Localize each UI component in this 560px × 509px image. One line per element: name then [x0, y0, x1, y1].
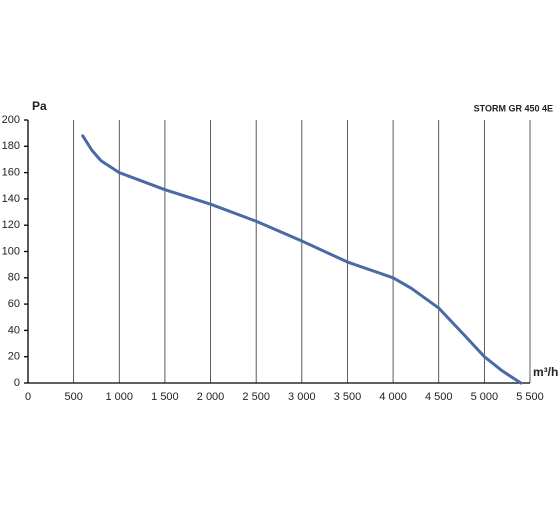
x-tick-label: 4 500 — [425, 391, 453, 403]
x-tick-label: 3 000 — [288, 391, 316, 403]
y-tick-label: 0 — [14, 377, 20, 389]
x-tick-label: 3 500 — [334, 391, 362, 403]
y-tick-label: 160 — [2, 167, 20, 179]
x-tick-label: 0 — [25, 391, 31, 403]
chart-title: STORM GR 450 4E — [474, 103, 553, 113]
x-tick-label: 4 000 — [379, 391, 407, 403]
x-tick-label: 5 500 — [516, 391, 544, 403]
line-series — [81, 134, 523, 385]
y-tick-label: 20 — [8, 351, 20, 363]
y-tick-label: 80 — [8, 272, 20, 284]
y-tick-label: 60 — [8, 298, 20, 310]
x-tick-label: 500 — [64, 391, 82, 403]
x-tick-label: 1 500 — [151, 391, 179, 403]
y-tick-label: 200 — [2, 114, 20, 126]
x-tick-label: 5 000 — [471, 391, 499, 403]
y-tick-label: 100 — [2, 245, 20, 257]
x-axis-label: m³/h — [533, 365, 558, 379]
y-tick-label: 40 — [8, 324, 20, 336]
x-tick-label: 2 500 — [242, 391, 270, 403]
x-tick-label: 1 000 — [106, 391, 134, 403]
y-tick-label: 140 — [2, 193, 20, 205]
y-axis-label: Pa — [32, 99, 47, 113]
y-tick-label: 180 — [2, 140, 20, 152]
y-tick-label: 120 — [2, 219, 20, 231]
x-tick-label: 2 000 — [197, 391, 225, 403]
